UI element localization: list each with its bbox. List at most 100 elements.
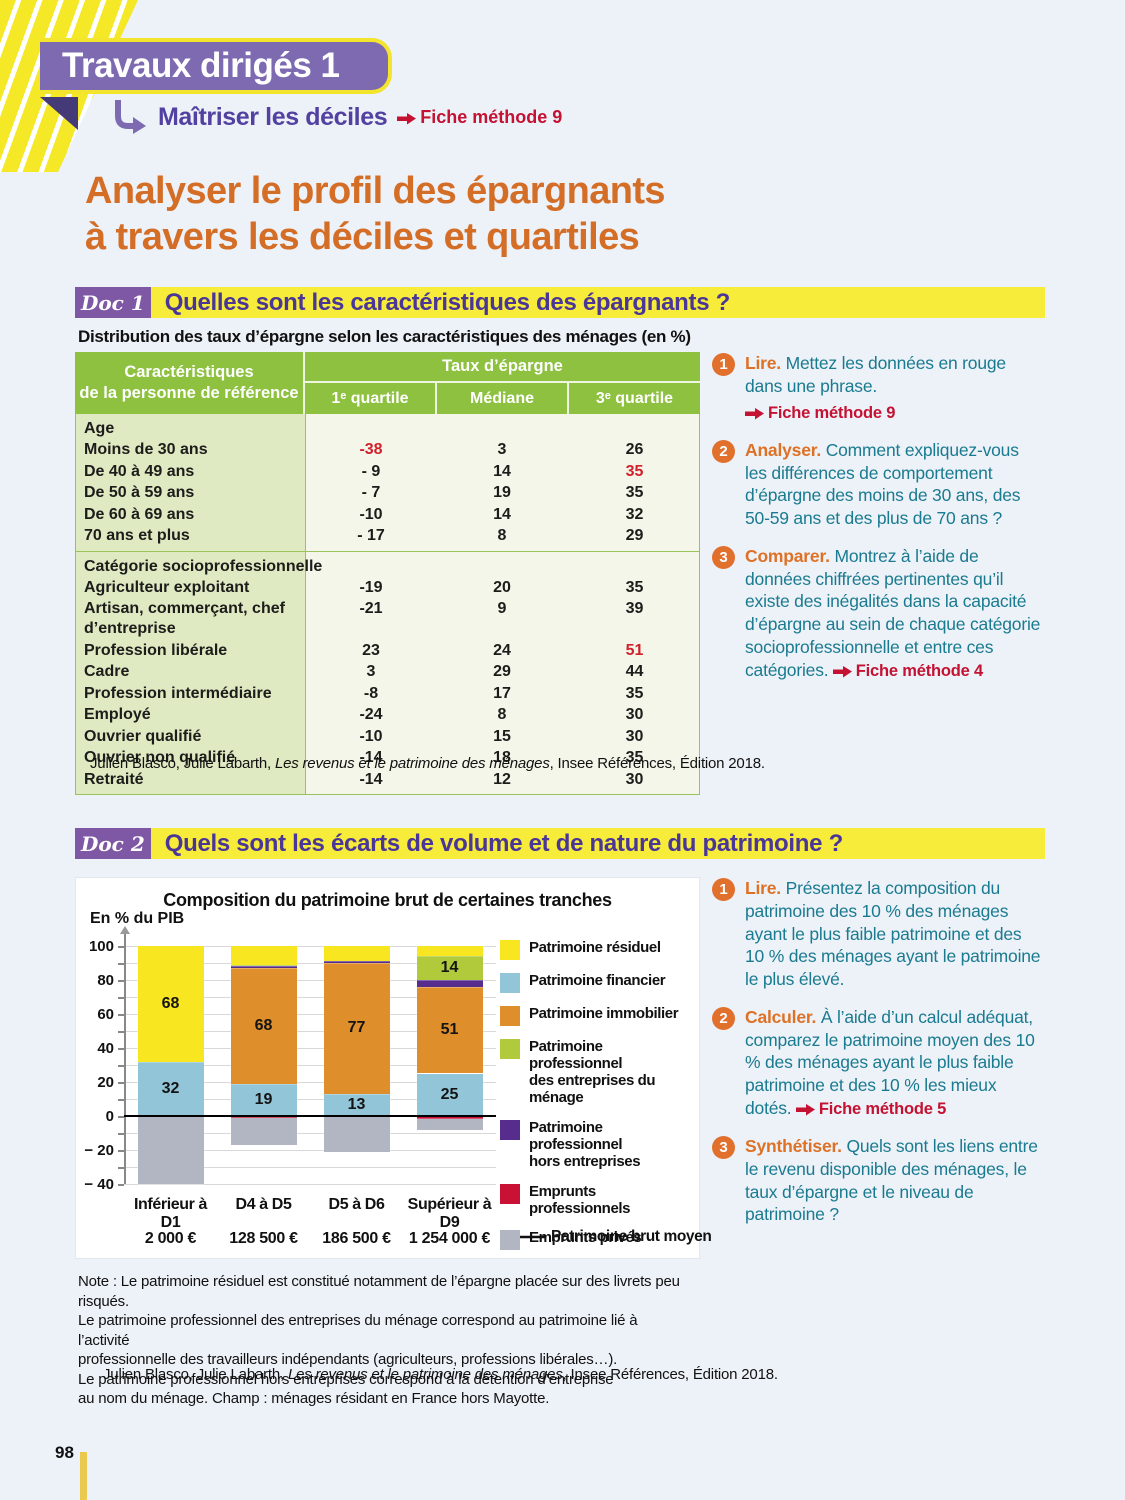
- legend-label: Patrimoine professionnel hors entreprise…: [529, 1118, 641, 1170]
- bar-segment-patrimoine-financier: [137, 1061, 204, 1116]
- table-subheader-q1: 1ᵉ quartile: [331, 389, 409, 407]
- fiche-label: Fiche méthode 4: [855, 661, 983, 680]
- question: 2 Analyser. Comment expliquez-vous les di…: [712, 439, 1045, 530]
- table-row: Profession intermédiaire -8 17 35: [76, 683, 699, 705]
- y-axis-tick: [118, 963, 124, 965]
- row-value: -21: [359, 600, 383, 618]
- question-text: Lire. Mettez les données en rouge dans u…: [745, 352, 1045, 424]
- bar-segment-patrimoine-immobilier: [416, 986, 483, 1074]
- gridline: [124, 1133, 496, 1134]
- row-value: 39: [625, 600, 644, 618]
- row-value: 30: [625, 706, 644, 724]
- row-value: 29: [625, 527, 644, 545]
- savings-table: Caractéristiques de la personne de référ…: [75, 352, 700, 796]
- table-col1-header: Caractéristiques de la personne de référ…: [75, 352, 305, 414]
- mean-wealth-value: 1 254 000 €: [408, 1230, 491, 1247]
- source-book-title: Les revenus et le patrimoine des ménages: [274, 755, 550, 772]
- red-arrow-icon: [832, 665, 852, 678]
- row-value: 30: [625, 727, 644, 745]
- row-label: Employé: [84, 706, 151, 724]
- legend-item: Patrimoine résiduel: [500, 939, 698, 960]
- question-body: Présentez la composition du patrimoine d…: [745, 878, 1041, 989]
- row-label: De 50 à 59 ans: [84, 484, 195, 502]
- fiche-methode-link: Fiche méthode 9: [397, 107, 562, 134]
- legend-item: Emprunts privés: [500, 1229, 698, 1251]
- y-tick-label: − 20: [84, 1142, 114, 1159]
- gridline: [124, 1065, 496, 1066]
- doc1-header-bar: Doc 1 Quelles sont les caractéristiques …: [75, 287, 1045, 318]
- y-axis-tick: [118, 1167, 124, 1169]
- table-body: Age Moins de 30 ans -38 3 26 De 40 à 49 ans - …: [75, 414, 700, 796]
- bar-segment-patrimoine-r-siduel: [230, 946, 297, 965]
- chapter-banner-title: Travaux dirigés 1: [62, 46, 340, 85]
- question-body: Quels sont les liens entre le revenu dis…: [745, 1136, 1038, 1225]
- table-subheader-q3: 3ᵉ quartile: [567, 383, 700, 414]
- bar-segment-patrimoine-professionnel-des-entreprises-du-m-nage: [416, 956, 483, 980]
- row-value: 15: [493, 727, 511, 745]
- row-label: De 60 à 69 ans: [84, 505, 195, 523]
- question-verb: Lire.: [745, 353, 786, 373]
- legend-swatch: [500, 1230, 520, 1251]
- bar-segment-patrimoine-financier: [230, 1083, 297, 1116]
- table-row: Retraité -14 12 30: [76, 769, 699, 791]
- gridline: [124, 1014, 496, 1015]
- question-text: Synthétiser. Quels sont les liens entre …: [745, 1135, 1045, 1226]
- y-tick-label: 80: [97, 972, 114, 989]
- doc2-source: Julien Blasco, Julie Labarth, Les revenu…: [103, 1366, 778, 1383]
- y-tick-label: 60: [97, 1006, 114, 1023]
- y-axis-tick: [118, 1184, 124, 1186]
- bar-segment-patrimoine-r-siduel: [137, 946, 204, 1062]
- row-value: -14: [359, 749, 383, 767]
- question: 1 Lire. Présentez la composition du patri…: [712, 877, 1045, 991]
- y-axis-tick: [118, 1014, 124, 1016]
- row-label: Artisan, commerçant, chef d’entreprise: [84, 600, 285, 637]
- doc2-badge: Doc 2: [75, 828, 151, 859]
- doc2-questions: 1 Lire. Présentez la composition du patri…: [712, 877, 1045, 1226]
- question: 3 Comparer. Montrez à l’aide de données c…: [712, 545, 1045, 682]
- gridline: [124, 1031, 496, 1032]
- question-number: 2: [712, 439, 735, 463]
- table-row: De 40 à 49 ans - 9 14 35: [76, 461, 699, 483]
- bar-segment-emprunts-priv-s: [230, 1117, 297, 1145]
- legend-label: Patrimoine financier: [529, 972, 666, 989]
- red-arrow-icon: [795, 1103, 815, 1116]
- question-verb: Analyser.: [745, 439, 826, 460]
- row-value: 3: [366, 663, 376, 681]
- question-text: Comparer. Montrez à l’aide de données ch…: [745, 545, 1045, 682]
- gridline: [124, 1099, 496, 1100]
- question-text: Analyser. Comment expliquez-vous les dif…: [745, 439, 1045, 530]
- fiche-methode-link: Fiche méthode 5: [791, 1100, 946, 1118]
- y-axis-tick: [118, 997, 124, 999]
- y-axis-tick: [118, 1048, 124, 1050]
- bar-segment-patrimoine-r-siduel: [416, 946, 483, 957]
- row-label: Profession intermédiaire: [84, 684, 272, 702]
- row-value: 8: [497, 706, 507, 724]
- question-number: 2: [712, 1006, 735, 1030]
- table-row: Profession libérale 23 24 51: [76, 640, 699, 662]
- question-verb: Lire.: [745, 878, 786, 898]
- y-axis-tick: [118, 1099, 124, 1101]
- row-value: 8: [497, 527, 507, 545]
- row-value: 17: [493, 684, 511, 702]
- question-verb: Calculer.: [745, 1006, 821, 1027]
- question-verb: Synthétiser.: [745, 1136, 847, 1157]
- row-value: 32: [625, 505, 644, 523]
- doc1-heading: Quelles sont les caractéristiques des ép…: [164, 288, 731, 316]
- y-axis-line: [124, 934, 126, 1184]
- source-book-title: Les revenus et le patrimoine des ménages: [287, 1366, 563, 1383]
- legend-label: Patrimoine professionnel des entreprises…: [529, 1038, 656, 1106]
- question: 2 Calculer. À l’aide d’un calcul adéquat,…: [712, 1006, 1045, 1120]
- legend-label: Patrimoine résiduel: [529, 939, 661, 956]
- x-category-label: D5 à D6: [328, 1196, 385, 1213]
- y-axis-arrow-icon: [120, 926, 130, 934]
- row-value: -24: [359, 706, 383, 724]
- table-row: 70 ans et plus - 17 8 29: [76, 525, 699, 547]
- bar-segment-patrimoine-professionnel-des-entreprises-du-m-nage: [230, 964, 297, 967]
- question-body: Mettez les données en rouge dans une phr…: [745, 353, 1006, 396]
- y-tick-label: 100: [88, 938, 114, 955]
- bar-value-label: 13: [347, 1095, 366, 1113]
- row-label: Cadre: [84, 663, 130, 681]
- y-axis-tick: [118, 1150, 124, 1152]
- gridline: [124, 980, 496, 981]
- table-section-title: Age: [84, 420, 115, 437]
